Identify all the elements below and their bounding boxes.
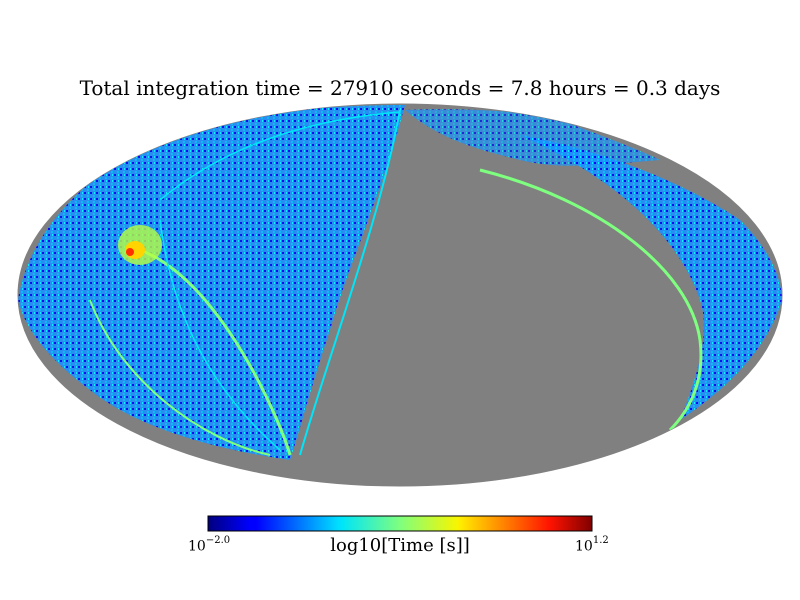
colorbar-min-label: 10−2.0 — [188, 535, 231, 555]
coverage-region-west — [18, 105, 405, 460]
chart-title: Total integration time = 27910 seconds =… — [79, 76, 721, 100]
coverage-region-east — [520, 135, 782, 420]
coverage-region-northeast — [405, 109, 660, 166]
scan-arc-3 — [479, 168, 703, 432]
colorbar-label: log10[Time [s]] — [330, 535, 470, 556]
scan-arc-2 — [299, 109, 401, 456]
colorbar-max-label: 101.2 — [575, 535, 609, 555]
scan-arc-4 — [159, 219, 281, 451]
coverage-layer — [18, 105, 782, 460]
hotspot-peak — [126, 248, 134, 256]
scan-arc-5 — [89, 299, 271, 456]
scan-arc-1 — [139, 248, 292, 456]
colorbar — [207, 515, 593, 532]
scan-arc-6 — [159, 111, 401, 201]
